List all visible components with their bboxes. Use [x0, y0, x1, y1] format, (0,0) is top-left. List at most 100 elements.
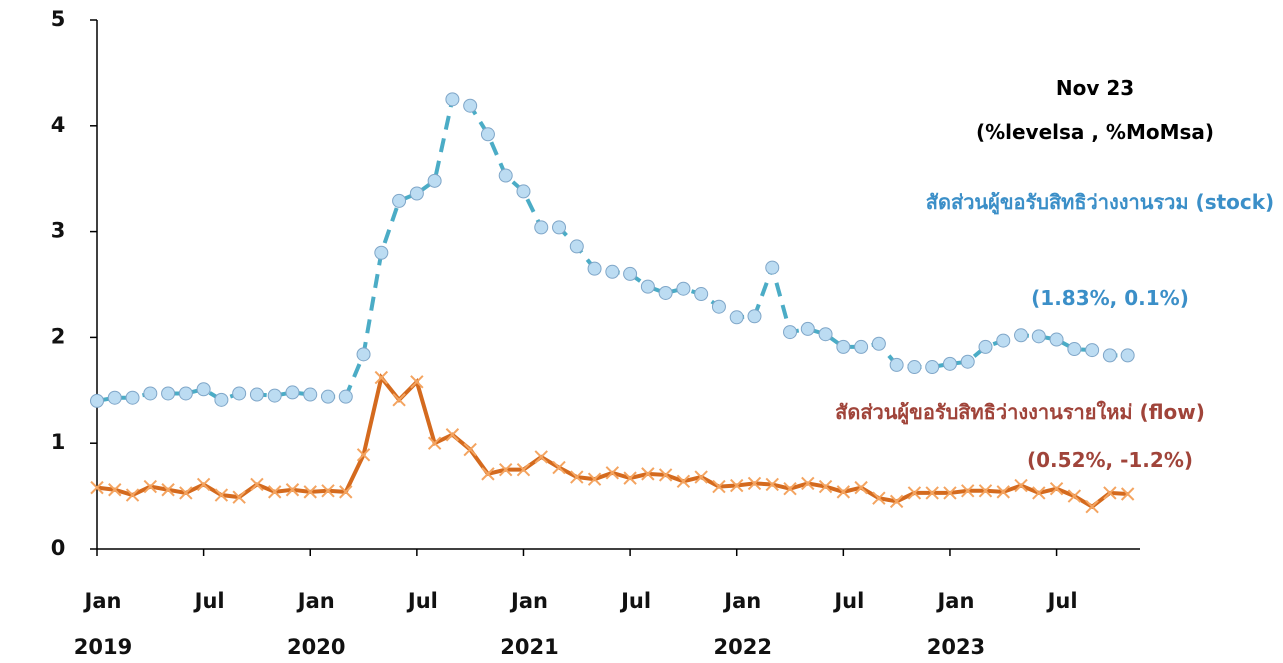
x-year-label: 2019: [74, 635, 132, 659]
point: [356, 448, 371, 462]
point: [605, 264, 620, 279]
point: [889, 357, 904, 372]
x-year-label: 2023: [927, 635, 985, 659]
chart-title: Nov 23: [1055, 76, 1135, 100]
point: [676, 474, 691, 488]
point: [570, 470, 584, 484]
point: [818, 327, 833, 342]
x-tick-label: Jan: [722, 589, 761, 613]
point: [747, 476, 762, 491]
point: [1120, 348, 1135, 363]
point: [658, 285, 673, 300]
point: [90, 393, 104, 408]
point: [729, 310, 744, 325]
point: [925, 360, 940, 375]
point: [765, 477, 779, 492]
point: [1049, 481, 1064, 496]
point: [765, 260, 780, 275]
point: [267, 485, 282, 499]
point: [374, 245, 389, 260]
point: [871, 336, 886, 351]
point: [232, 386, 247, 401]
point: [338, 389, 353, 404]
point: [978, 339, 993, 354]
point: [463, 442, 477, 457]
point: [267, 388, 282, 403]
point: [801, 476, 815, 491]
x-tick-label: Jan: [509, 589, 548, 613]
point: [516, 184, 531, 199]
y-tick-label: 5: [51, 7, 66, 31]
point: [623, 266, 638, 281]
point: [943, 486, 957, 500]
point: [445, 92, 460, 107]
x-tick-label: Jan: [296, 589, 335, 613]
point: [978, 484, 993, 498]
x-year-label: 2020: [287, 635, 345, 659]
x-tick-label: Jan: [935, 589, 974, 613]
point: [854, 480, 868, 495]
y-tick-label: 1: [51, 430, 66, 454]
series-label: (0.52%, -1.2%): [1027, 448, 1193, 472]
point: [480, 127, 495, 142]
y-tick-label: 0: [51, 536, 66, 560]
point: [605, 466, 620, 480]
point: [872, 491, 886, 505]
point: [676, 281, 691, 296]
point: [214, 488, 229, 502]
point: [1067, 489, 1082, 503]
point: [552, 220, 567, 235]
point: [960, 354, 975, 369]
x-tick-label: Jul: [193, 589, 225, 613]
point: [587, 261, 602, 276]
series-name: สัดส่วนผู้ขอรับสิทธิว่างงานรายใหม่ (flow…: [835, 400, 1205, 424]
point: [409, 186, 424, 201]
point: [196, 382, 211, 397]
point: [107, 390, 122, 405]
point: [463, 98, 478, 113]
point: [836, 339, 851, 354]
point: [569, 239, 584, 254]
point: [800, 321, 815, 336]
point: [783, 325, 798, 340]
y-tick-label: 2: [51, 324, 66, 348]
point: [1032, 486, 1046, 500]
series-name: สัดส่วนผู้ขอรับสิทธิว่างงานรวม (stock): [925, 190, 1275, 214]
y-tick-label: 3: [51, 219, 66, 243]
point: [1085, 499, 1099, 514]
chart-subtitle: (%levelsa , %MoMsa): [975, 120, 1215, 144]
point: [996, 485, 1010, 499]
point: [907, 360, 922, 375]
point: [108, 483, 122, 497]
point: [392, 393, 406, 407]
point: [161, 483, 175, 497]
point: [179, 486, 193, 500]
point: [889, 494, 904, 509]
point: [339, 485, 353, 499]
point: [996, 333, 1011, 348]
x-year-label: 2022: [713, 635, 771, 659]
point: [178, 386, 193, 401]
point: [143, 479, 158, 494]
point: [232, 490, 246, 504]
x-year-label: 2021: [500, 635, 558, 659]
point: [143, 386, 158, 401]
x-tick-label: Jul: [619, 589, 651, 613]
point: [321, 389, 336, 404]
point: [694, 287, 709, 302]
point: [907, 486, 922, 500]
point: [249, 387, 264, 402]
point: [730, 478, 744, 493]
point: [1085, 343, 1100, 358]
point: [961, 484, 975, 498]
point: [499, 462, 513, 477]
point: [250, 477, 264, 492]
point: [285, 483, 300, 497]
point: [410, 375, 424, 389]
point: [214, 392, 229, 407]
point: [658, 468, 673, 482]
point: [694, 470, 708, 484]
point: [640, 279, 655, 294]
point: [1067, 342, 1082, 357]
point: [534, 450, 548, 464]
